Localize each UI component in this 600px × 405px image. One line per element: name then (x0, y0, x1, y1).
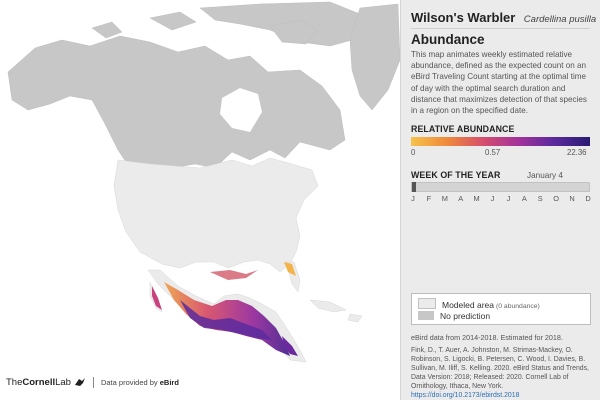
species-scientific-name: Cardellina pusilla (523, 14, 597, 25)
month-tick: O (553, 194, 560, 203)
key-no-prediction: No prediction (418, 311, 490, 321)
ebird-brand[interactable]: eBird (159, 377, 179, 387)
islands (42, 82, 82, 100)
month-tick: J (411, 194, 415, 203)
legend-tick-mid: 0.57 (485, 148, 501, 157)
legend-tick-min: 0 (411, 148, 416, 157)
abundance-fill (152, 262, 298, 356)
panel-description: This map animates weekly estimated relat… (411, 50, 587, 116)
data-provider: Data provided by eBird (100, 377, 179, 387)
abundance-color-scale (411, 137, 590, 146)
week-date: January 4 (527, 171, 563, 180)
cornell-lab-logo[interactable]: TheCornellLab (6, 376, 71, 388)
doi-link[interactable]: https://doi.org/10.2173/ebirdst.2018 (411, 392, 520, 400)
abundance-map[interactable] (0, 0, 401, 400)
citation: Fink, D., T. Auer, A. Johnston, M. Strim… (411, 346, 595, 401)
no-prediction-swatch (418, 311, 434, 320)
month-tick: F (426, 194, 432, 203)
key-modeled: Modeled area (0 abundance) (418, 298, 540, 310)
month-tick: A (521, 194, 527, 203)
no-prediction-land (7, 1, 401, 171)
modeled-swatch (418, 298, 436, 309)
footer-credits: TheCornellLab Data provided by eBird (6, 374, 179, 390)
cornell-bird-icon (74, 378, 85, 386)
legend-tick-max: 22.36 (567, 148, 587, 157)
key-modeled-label: Modeled area (442, 300, 494, 310)
map-canvas (7, 1, 401, 363)
hudson-bay (220, 88, 262, 132)
week-slider-handle[interactable] (412, 182, 416, 192)
week-label: WEEK OF THE YEAR (411, 170, 501, 180)
panel-heading: Abundance (411, 32, 485, 47)
month-tick: N (569, 194, 575, 203)
data-source: eBird data from 2014-2018. Estimated for… (411, 333, 563, 342)
month-tick: J (506, 194, 511, 203)
info-panel: Wilson's Warbler Cardellina pusilla Abun… (400, 0, 600, 400)
key-modeled-note: (0 abundance) (495, 303, 540, 310)
month-tick: D (585, 194, 591, 203)
key-no-prediction-label: No prediction (440, 311, 491, 321)
month-tick: M (473, 194, 480, 203)
month-tick: A (458, 194, 464, 203)
species-title: Wilson's Warbler Cardellina pusilla (411, 9, 596, 27)
divider (411, 28, 590, 29)
footer-separator (92, 376, 94, 388)
species-common-name: Wilson's Warbler (411, 10, 516, 25)
map-key: Modeled area (0 abundance) No prediction (411, 293, 591, 325)
citation-text: Fink, D., T. Auer, A. Johnston, M. Strim… (411, 347, 589, 391)
relative-abundance-label: RELATIVE ABUNDANCE (411, 124, 515, 134)
month-tick: S (537, 194, 543, 203)
month-tick: M (441, 194, 448, 203)
week-slider[interactable] (411, 182, 590, 192)
month-tick: J (490, 194, 495, 203)
